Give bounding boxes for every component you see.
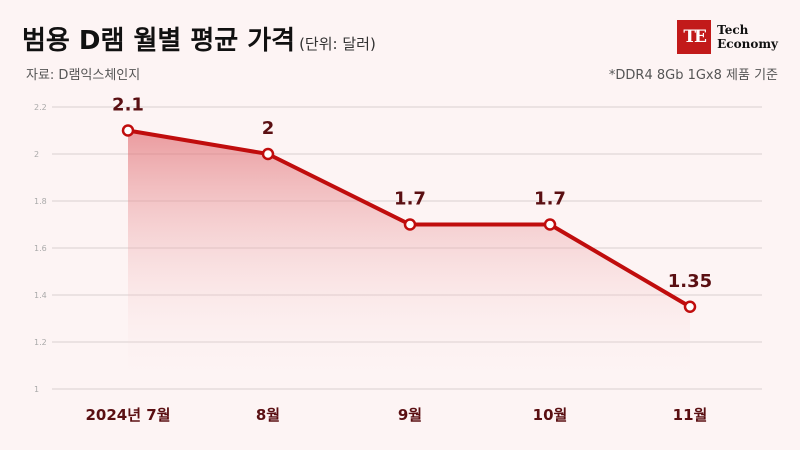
brand-logo: TE Tech Economy (677, 20, 778, 54)
x-tick-label: 10월 (533, 406, 568, 424)
series-area (128, 130, 690, 389)
data-point (261, 147, 275, 161)
data-point (403, 218, 417, 231)
x-tick-label: 2024년 7월 (85, 406, 170, 424)
y-tick-label: 2 (34, 150, 39, 159)
y-tick-label: 2.2 (34, 103, 47, 112)
data-label: 1.7 (394, 189, 426, 210)
data-point (121, 124, 135, 137)
x-tick-label: 9월 (398, 406, 422, 424)
chart-title-text: 범용 D램 월별 평균 가격 (22, 26, 296, 56)
logo-line-2: Economy (717, 37, 778, 51)
x-tick-label: 8월 (256, 406, 280, 424)
data-label: 2 (262, 118, 275, 139)
source-label: 자료: D램익스체인지 (26, 68, 141, 83)
data-point (543, 218, 557, 231)
chart-title: 범용 D램 월별 평균 가격 (단위: 달러) (22, 20, 376, 57)
y-tick-label: 1.4 (34, 291, 47, 300)
x-tick-label: 11월 (673, 406, 708, 424)
logo-mark-icon: TE (677, 20, 712, 54)
data-label: 1.35 (668, 271, 712, 292)
data-point (683, 300, 697, 313)
data-label: 1.7 (534, 189, 566, 210)
y-tick-label: 1.2 (34, 338, 47, 347)
data-label: 2.1 (112, 95, 144, 116)
y-tick-label: 1 (34, 385, 39, 394)
y-tick-label: 1.8 (34, 197, 47, 206)
footnote-label: *DDR4 8Gb 1Gx8 제품 기준 (608, 68, 778, 83)
logo-line-1: Tech (717, 23, 749, 37)
unit-label: (단위: 달러) (299, 35, 376, 53)
logo-text: Tech Economy (717, 23, 778, 51)
y-tick-label: 1.6 (34, 244, 47, 253)
